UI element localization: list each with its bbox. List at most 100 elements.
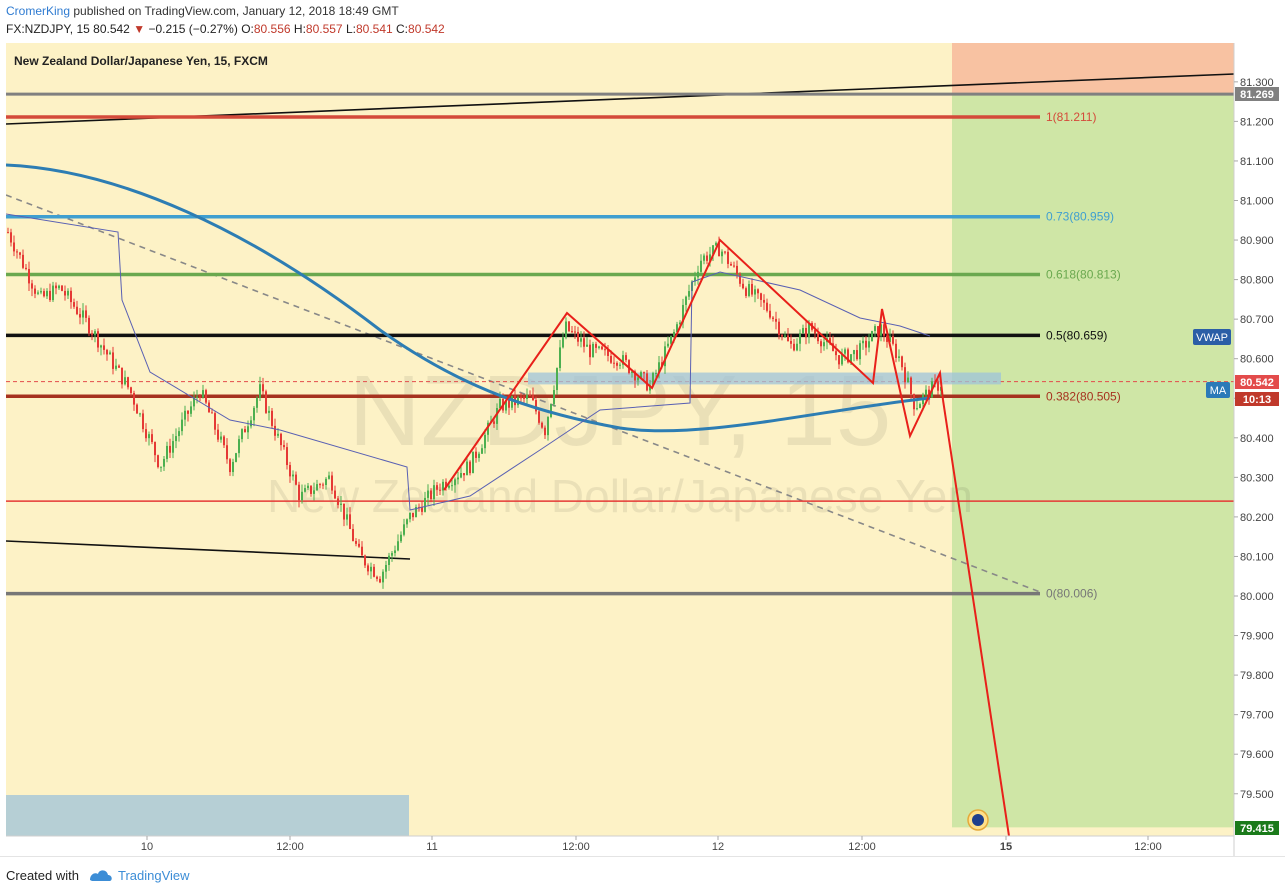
candle-body [535,400,537,412]
candle-body [742,283,744,289]
flag-icon [972,814,984,826]
candle-body [262,384,264,392]
candle-body [877,326,879,336]
candle-body [460,473,462,478]
candle-body [412,512,414,518]
candle-body [649,385,651,391]
candle-body [124,377,126,385]
candle-body [367,565,369,572]
candle-body [901,356,903,368]
candle-body [346,514,348,520]
candle-body [898,356,900,358]
y-tick-label-9: 80.400 [1240,433,1274,445]
candle-body [226,445,228,460]
candle-body [121,367,123,385]
candle-body [706,255,708,261]
candle-body [319,484,321,486]
candle-body [259,384,261,398]
candle-body [676,324,678,332]
candle-body [52,285,54,301]
candle-body [520,397,522,399]
candle-body [421,507,423,512]
candle-body [565,321,567,338]
candle-body [235,453,237,462]
x-tick-label-3: 12:00 [562,841,590,853]
candle-body [22,254,24,268]
candle-body [229,459,231,473]
candle-body [94,331,96,335]
candle-body [799,333,801,344]
candle-body [481,448,483,454]
tradingview-logo-icon[interactable] [88,866,114,884]
candle-body [31,283,33,289]
candle-body [739,274,741,284]
candle-body [547,416,549,436]
candle-body [175,436,177,442]
candle-body [571,331,573,333]
candle-body [274,425,276,436]
candle-body [751,284,753,295]
candle-body [214,413,216,430]
candle-body [157,455,159,468]
candle-body [664,346,666,367]
candle-body [841,353,843,365]
candle-body [607,349,609,356]
candle-body [343,503,345,520]
candle-body [616,362,618,366]
candle-body [757,289,759,294]
candle-body [496,408,498,424]
harmonic-pattern [443,238,944,491]
candle-body [358,543,360,547]
candle-body [859,343,861,360]
candle-body [19,252,21,255]
candle-body [772,317,774,319]
candle-body [838,355,840,365]
tradingview-link[interactable]: TradingView [118,868,190,883]
candle-body [844,349,846,354]
footer: Created with TradingView [0,856,1285,892]
candle-body [415,507,417,518]
price-label-1: 80.542 [1240,377,1274,389]
candle-body [685,296,687,305]
author-name[interactable]: CromerKing [6,4,71,18]
y-tick-label-1: 81.200 [1240,116,1274,128]
watermark-symbol: NZDJPY, 15 [349,355,892,467]
candle-body [463,473,465,476]
candle-body [331,475,333,491]
candle-body [601,346,603,350]
candle-body [7,232,9,234]
candle-body [541,422,543,428]
y-tick-label-11: 80.200 [1240,512,1274,524]
indicator-tag-bg-0[interactable] [1193,329,1231,345]
candle-body [556,368,558,391]
candle-body [280,433,282,446]
candle-body [472,451,474,474]
candle-body [721,251,723,257]
candle-body [679,322,681,325]
candle-body [562,337,564,348]
indicator-tag-1[interactable]: MA [1210,385,1227,397]
candle-body [478,453,480,458]
candle-body [133,393,135,405]
candle-body [622,355,624,365]
y-tick-label-14: 79.900 [1240,631,1274,643]
candle-body [919,404,921,409]
y-tick-label-3: 81.000 [1240,196,1274,208]
publisher-line: CromerKing published on TradingView.com,… [6,4,399,18]
candle-body [322,484,324,486]
indicator-tag-0[interactable]: VWAP [1196,332,1228,344]
candle-body [166,445,168,459]
candle-body [550,404,552,417]
candle-body [172,441,174,453]
candle-body [337,498,339,505]
candle-body [325,478,327,485]
candle-body [505,399,507,411]
symbol-line: FX:NZDJPY, 15 80.542 ▼ −0.215 (−0.27%) O… [6,22,445,36]
candle-body [526,395,528,399]
candle-body [907,377,909,383]
moving-average-line [6,163,931,433]
indicator-tag-bg-1[interactable] [1206,382,1230,398]
high-value: 80.557 [305,22,343,36]
candle-body [184,410,186,420]
